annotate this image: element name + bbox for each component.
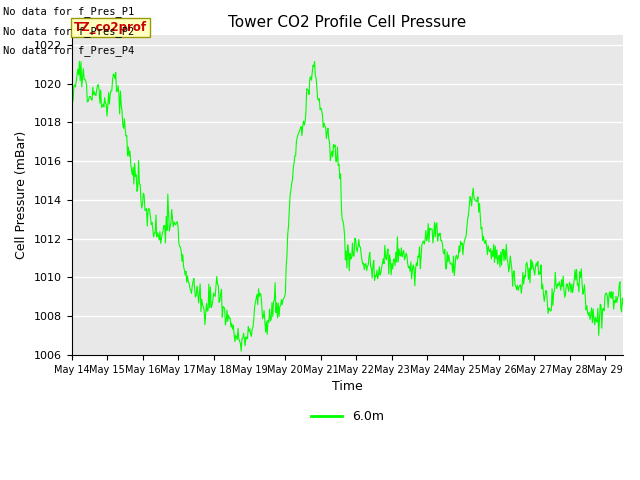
Title: Tower CO2 Profile Cell Pressure: Tower CO2 Profile Cell Pressure [228, 15, 467, 30]
Legend: 6.0m: 6.0m [306, 406, 389, 429]
Text: No data for f_Pres_P2: No data for f_Pres_P2 [3, 25, 134, 36]
X-axis label: Time: Time [332, 380, 363, 393]
Text: No data for f_Pres_P1: No data for f_Pres_P1 [3, 6, 134, 17]
Y-axis label: Cell Pressure (mBar): Cell Pressure (mBar) [15, 131, 28, 259]
Text: TZ_co2prof: TZ_co2prof [74, 21, 147, 34]
Text: No data for f_Pres_P4: No data for f_Pres_P4 [3, 45, 134, 56]
